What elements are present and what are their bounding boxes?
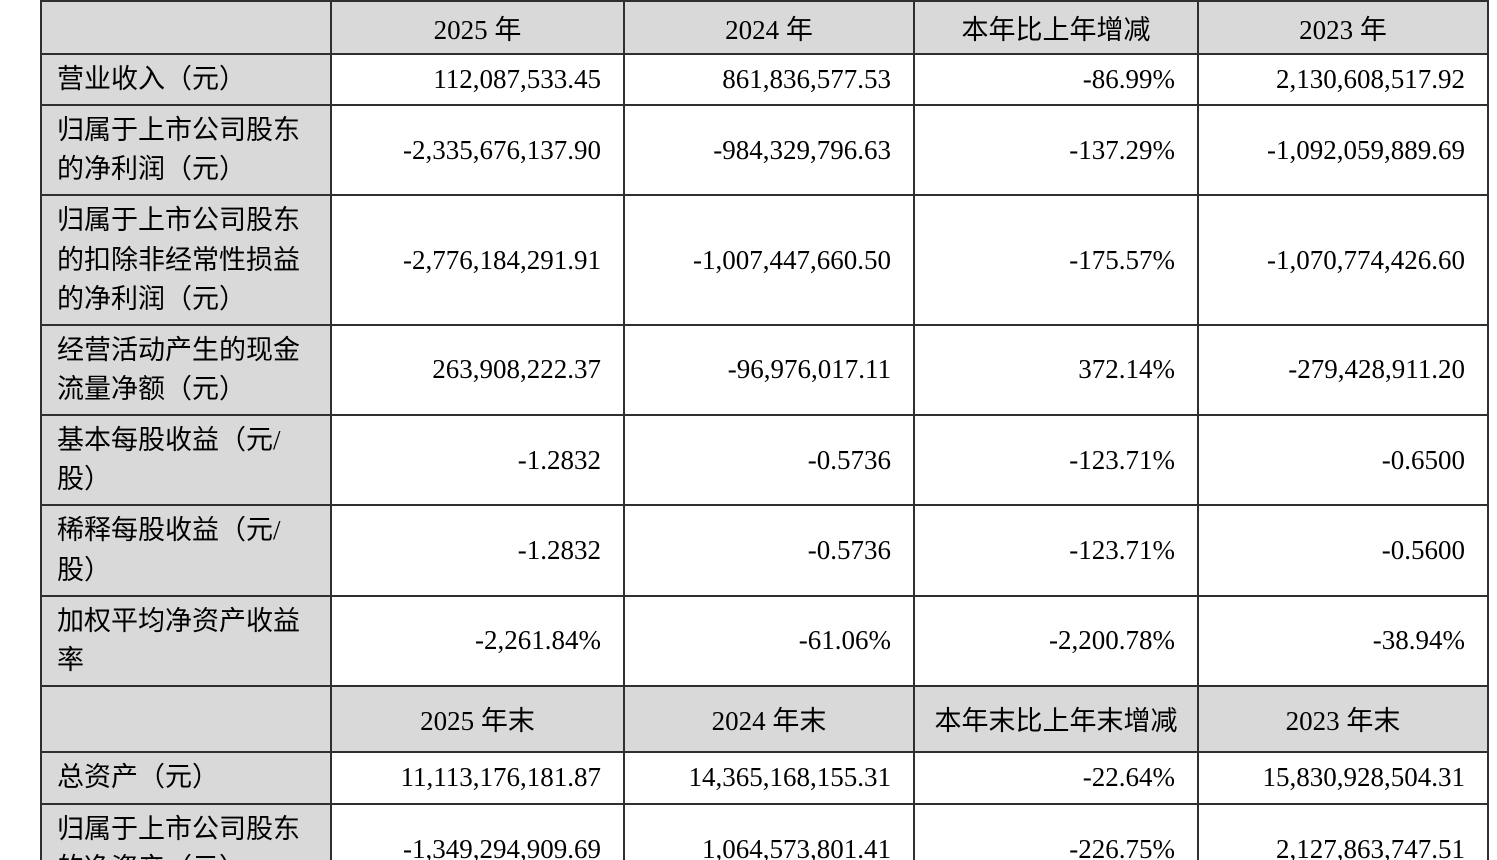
value-cell: -1,070,774,426.60 [1197, 194, 1489, 326]
value-cell: -226.75% [913, 802, 1199, 860]
value-cell: 263,908,222.37 [330, 323, 625, 417]
header-cell: 2024 年末 [623, 684, 915, 753]
value-cell: -0.5736 [623, 504, 915, 597]
table-header-row: 2025 年 2024 年本年比上年增减 2023 年 [40, 0, 1489, 55]
row-label-cell: 归属于上市公司股东的净利润（元） [40, 104, 332, 197]
value-cell: -984,329,796.63 [623, 104, 915, 197]
value-cell: -0.6500 [1197, 414, 1489, 507]
row-label-cell: 加权平均净资产收益率 [40, 594, 332, 687]
value-cell: -2,335,676,137.90 [330, 104, 625, 197]
row-label-cell: 总资产（元） [40, 750, 332, 805]
header-empty-cell [40, 684, 332, 753]
header-empty-cell [40, 0, 332, 55]
table-row: 稀释每股收益（元/股） -1.2832 -0.5736 -123.71% -0.5600 [40, 504, 1489, 597]
value-cell: -1.2832 [330, 414, 625, 507]
value-cell: 14,365,168,155.31 [623, 750, 915, 805]
value-cell: -86.99% [913, 52, 1199, 107]
row-label-cell: 归属于上市公司股东的净资产（元） [40, 802, 332, 860]
header-cell: 2025 年 [330, 0, 625, 55]
value-cell: -2,261.84% [330, 594, 625, 687]
header-cell: 本年比上年增减 [913, 0, 1199, 55]
value-cell: 861,836,577.53 [623, 52, 915, 107]
table-row: 加权平均净资产收益率 -2,261.84% -61.06% -2,200.78% -38… [40, 594, 1489, 687]
table-row: 基本每股收益（元/股） -1.2832 -0.5736 -123.71% -0.6500 [40, 414, 1489, 507]
value-cell: -2,776,184,291.91 [330, 194, 625, 326]
header-cell: 本年末比上年末增减 [913, 684, 1199, 753]
value-cell: -0.5600 [1197, 504, 1489, 597]
value-cell: -137.29% [913, 104, 1199, 197]
value-cell: -175.57% [913, 194, 1199, 326]
value-cell: -96,976,017.11 [623, 323, 915, 417]
value-cell: 11,113,176,181.87 [330, 750, 625, 805]
financial-summary-table: 2025 年 2024 年本年比上年增减 2023 年营业收入（元） 112,087,… [40, 0, 1489, 860]
table-row: 归属于上市公司股东的净资产（元）-1,349,294,909.691,064,5… [40, 802, 1489, 860]
table-header-row: 2025 年末 2024 年末 本年末比上年末增减 2023 年末 [40, 684, 1489, 753]
row-label-cell: 经营活动产生的现金流量净额（元） [40, 323, 332, 417]
value-cell: -0.5736 [623, 414, 915, 507]
value-cell: 2,127,863,747.51 [1197, 802, 1489, 860]
value-cell: 1,064,573,801.41 [623, 802, 915, 860]
value-cell: 112,087,533.45 [330, 52, 625, 107]
value-cell: -38.94% [1197, 594, 1489, 687]
table-row: 经营活动产生的现金流量净额（元） 263,908,222.37 -96,976,01… [40, 323, 1489, 417]
value-cell: 372.14% [913, 323, 1199, 417]
header-cell: 2025 年末 [330, 684, 625, 753]
table-row: 总资产（元） 11,113,176,181.87 14,365,168,155.31… [40, 750, 1489, 805]
value-cell: -123.71% [913, 414, 1199, 507]
header-cell: 2023 年 [1197, 0, 1489, 55]
value-cell: -1,092,059,889.69 [1197, 104, 1489, 197]
value-cell: -22.64% [913, 750, 1199, 805]
value-cell: -279,428,911.20 [1197, 323, 1489, 417]
row-label-cell: 营业收入（元） [40, 52, 332, 107]
table-row: 营业收入（元） 112,087,533.45 861,836,577.53 -86.9… [40, 52, 1489, 107]
table-row: 归属于上市公司股东的净利润（元） -2,335,676,137.90 -984,32… [40, 104, 1489, 197]
header-cell: 2023 年末 [1197, 684, 1489, 753]
value-cell: -2,200.78% [913, 594, 1199, 687]
value-cell: -1.2832 [330, 504, 625, 597]
row-label-cell: 稀释每股收益（元/股） [40, 504, 332, 597]
value-cell: 15,830,928,504.31 [1197, 750, 1489, 805]
table-row: 归属于上市公司股东的扣除非经常性损益的净利润（元） -2,776,184,291.… [40, 194, 1489, 326]
row-label-cell: 基本每股收益（元/股） [40, 414, 332, 507]
value-cell: -123.71% [913, 504, 1199, 597]
value-cell: -1,349,294,909.69 [330, 802, 625, 860]
header-cell: 2024 年 [623, 0, 915, 55]
row-label-cell: 归属于上市公司股东的扣除非经常性损益的净利润（元） [40, 194, 332, 326]
financial-summary-table-body: 2025 年 2024 年本年比上年增减 2023 年营业收入（元） 112,087,… [40, 0, 1489, 860]
value-cell: -61.06% [623, 594, 915, 687]
value-cell: -1,007,447,660.50 [623, 194, 915, 326]
value-cell: 2,130,608,517.92 [1197, 52, 1489, 107]
